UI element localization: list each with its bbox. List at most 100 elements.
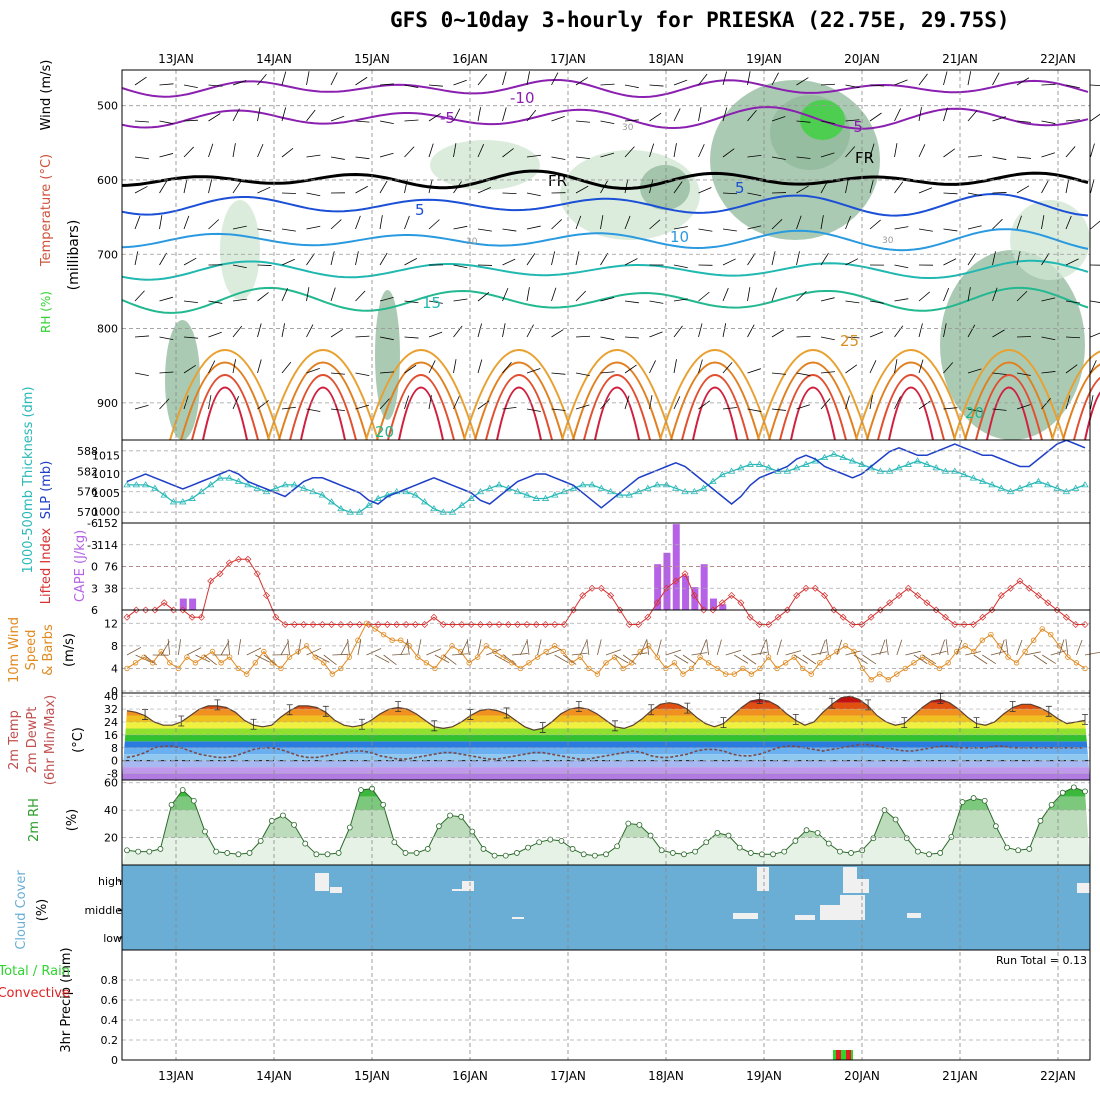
wind-barb — [600, 83, 615, 86]
wind10-point — [423, 660, 430, 666]
grid-lines — [122, 70, 1090, 1061]
rh2m-point — [981, 797, 988, 804]
wind-barb — [257, 143, 264, 158]
li-point — [235, 555, 243, 563]
wind-barb — [820, 398, 831, 410]
wind-barb — [918, 144, 926, 158]
wind-barb — [894, 181, 904, 194]
wind-barb — [526, 408, 541, 412]
wind10-barb — [383, 654, 397, 665]
wind10-barb — [374, 654, 390, 663]
thickness-point — [895, 464, 903, 471]
li-point — [216, 570, 224, 578]
rh2m-point — [469, 828, 476, 835]
rh2m-point — [257, 838, 264, 844]
thickness-point — [179, 498, 187, 505]
wind-barb — [306, 324, 314, 338]
thickness-point — [309, 487, 317, 495]
thickness-point — [327, 498, 336, 505]
minmax-bar — [1082, 713, 1088, 725]
rh2m-point — [959, 799, 966, 805]
wind-barb — [1041, 83, 1056, 86]
thickness-point — [523, 491, 531, 498]
temp-band — [122, 741, 1090, 748]
wind-barb — [428, 112, 441, 122]
wind-barb — [404, 215, 410, 230]
wind-barb — [943, 323, 947, 338]
wind-barb — [771, 329, 785, 338]
wind10-barb — [845, 650, 862, 656]
wind-barb — [208, 395, 212, 410]
date-label-bottom: 20JAN — [844, 1069, 880, 1083]
wind10-point — [1073, 660, 1080, 666]
thickness-point — [393, 487, 401, 495]
li-point — [746, 613, 754, 621]
wind-barb — [208, 84, 223, 87]
temp-band — [122, 773, 1090, 780]
temp-band — [122, 722, 1090, 729]
convective-bar — [836, 1050, 841, 1060]
li-point — [681, 570, 689, 578]
temperature-contour — [121, 192, 1089, 217]
wind10-barb — [177, 639, 182, 656]
temp-band — [122, 767, 1090, 774]
temp2m-tick: -8 — [107, 768, 118, 781]
wind-barb — [379, 336, 394, 341]
wind-barb — [1065, 215, 1072, 230]
li-point — [123, 613, 131, 621]
wind-barb — [747, 324, 755, 338]
wind-barb — [845, 364, 858, 374]
panel-frame — [121, 949, 1091, 1061]
wind10-barb — [186, 647, 202, 656]
wind10-barb — [1005, 639, 1009, 656]
wind-barb — [453, 298, 468, 302]
rh2m-point — [302, 840, 309, 847]
date-label-top: 21JAN — [942, 52, 978, 66]
wind10-barb — [195, 654, 210, 663]
wind10-barb — [905, 650, 922, 656]
li-point — [830, 606, 838, 614]
contour-label: 25 — [840, 332, 859, 350]
temperature-contour — [180, 361, 270, 441]
thickness-point — [820, 453, 829, 461]
rh2m-point — [814, 829, 821, 836]
wind-barb — [330, 287, 336, 302]
wind-barb — [747, 408, 762, 412]
thickness-point — [1044, 481, 1052, 488]
temperature-contour — [692, 386, 738, 441]
wind-barb — [600, 297, 615, 302]
date-label-bottom: 19JAN — [746, 1069, 782, 1083]
rh2m-point — [513, 850, 520, 856]
temp2m-line — [126, 695, 1086, 731]
wind10-barb — [366, 648, 382, 656]
precip-panel: 0.8 0.6 0.4 0.2 0 Run Total = 0.13 — [101, 954, 1088, 1067]
thickness-point — [1053, 484, 1061, 491]
li-point — [672, 577, 680, 585]
date-label-bottom: 18JAN — [648, 1069, 684, 1083]
cloud-gap — [843, 867, 857, 893]
rh2m-point — [591, 852, 598, 859]
cloud-gap — [840, 895, 865, 920]
wind10-barb — [400, 640, 409, 656]
thickness-point — [662, 481, 671, 488]
wind-barb — [698, 228, 713, 232]
thickness-point — [765, 464, 773, 471]
wind-barb — [526, 192, 541, 197]
wind-barb — [575, 215, 582, 230]
wind10-point — [979, 637, 986, 643]
cloud-axis-label: Cloud Cover — [14, 870, 29, 950]
wind-barb — [796, 335, 811, 338]
wind10-point — [329, 671, 335, 677]
cloud-gap — [857, 879, 869, 893]
wind-barb — [159, 153, 174, 158]
wind10-barb — [526, 639, 530, 656]
wind-barb — [1041, 120, 1056, 124]
wind-barb — [894, 108, 901, 122]
wind-barb — [134, 186, 148, 194]
wind-barb — [281, 228, 296, 232]
wind10-tick: 12 — [104, 617, 118, 630]
wind10-barb — [511, 653, 528, 656]
wind-barb — [796, 215, 802, 230]
rh2m-point — [235, 851, 242, 858]
wind-barb — [1090, 360, 1097, 374]
